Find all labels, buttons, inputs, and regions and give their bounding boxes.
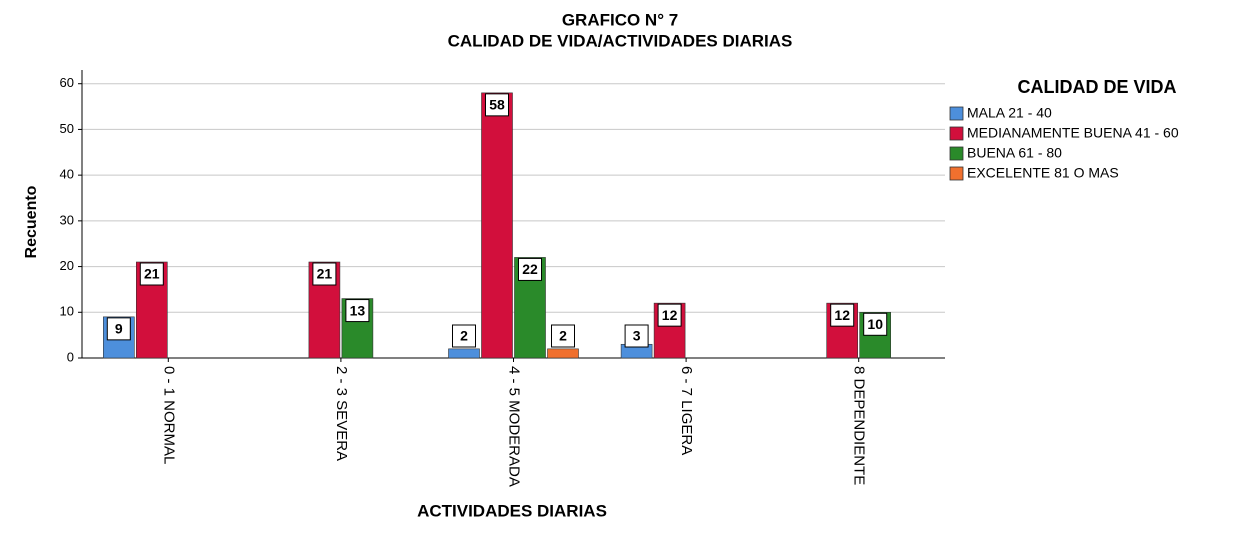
data-label-box — [624, 324, 649, 348]
data-label-box — [830, 303, 855, 327]
data-label: 12 — [662, 307, 678, 323]
data-label-box — [518, 257, 542, 281]
x-tick-label: 0 - 1 NORMAL — [160, 366, 177, 464]
legend-label: MEDIANAMENTE BUENA 41 - 60 — [967, 125, 1179, 141]
data-label: 2 — [559, 328, 567, 344]
legend-label: MALA 21 - 40 — [967, 105, 1052, 121]
data-label-box — [452, 324, 476, 348]
y-tick-label: 50 — [60, 121, 74, 136]
data-label: 21 — [317, 266, 333, 282]
data-label-box — [312, 262, 337, 286]
data-label: 22 — [522, 261, 538, 277]
data-label-box — [485, 93, 509, 117]
chart-subtitle: CALIDAD DE VIDA/ACTIVIDADES DIARIAS — [448, 31, 793, 50]
data-label-box — [345, 299, 370, 323]
y-tick-label: 0 — [67, 349, 74, 364]
data-label: 3 — [633, 328, 641, 344]
legend-label: BUENA 61 - 80 — [967, 145, 1062, 161]
data-label-box — [551, 324, 575, 348]
legend-swatch — [949, 166, 964, 181]
y-tick-label: 20 — [60, 258, 74, 273]
legend-swatch — [949, 126, 964, 141]
data-label: 12 — [834, 307, 850, 323]
x-tick-label: 2 - 3 SEVERA — [333, 366, 350, 461]
data-label-box — [139, 262, 164, 286]
bar — [448, 348, 480, 359]
x-tick-label: 4 - 5 MODERADA — [506, 366, 523, 487]
legend-swatch — [949, 106, 964, 121]
data-label: 9 — [115, 321, 123, 337]
y-tick-label: 40 — [60, 167, 74, 182]
data-label: 2 — [460, 328, 468, 344]
y-tick-label: 30 — [60, 212, 74, 227]
y-tick-label: 60 — [60, 75, 74, 90]
data-label-box — [657, 303, 682, 327]
x-axis-label: ACTIVIDADES DIARIAS — [417, 501, 607, 520]
y-tick-label: 10 — [60, 304, 74, 319]
data-label: 58 — [489, 97, 505, 113]
legend-label: EXCELENTE 81 O MAS — [967, 165, 1119, 181]
data-label-box — [106, 317, 131, 341]
x-tick-label: 8 DEPENDIENTE — [851, 366, 868, 485]
legend-title: CALIDAD DE VIDA — [1017, 77, 1176, 97]
data-label: 10 — [867, 316, 883, 332]
data-label: 13 — [350, 302, 366, 318]
x-tick-label: 6 - 7 LIGERA — [678, 366, 695, 455]
data-label: 21 — [144, 266, 160, 282]
bar — [547, 348, 579, 359]
bar — [481, 92, 513, 359]
legend-swatch — [949, 146, 964, 161]
y-axis-label: Recuento — [23, 185, 40, 258]
data-label-box — [863, 312, 888, 336]
chart-title: GRAFICO N° 7 — [562, 10, 678, 29]
